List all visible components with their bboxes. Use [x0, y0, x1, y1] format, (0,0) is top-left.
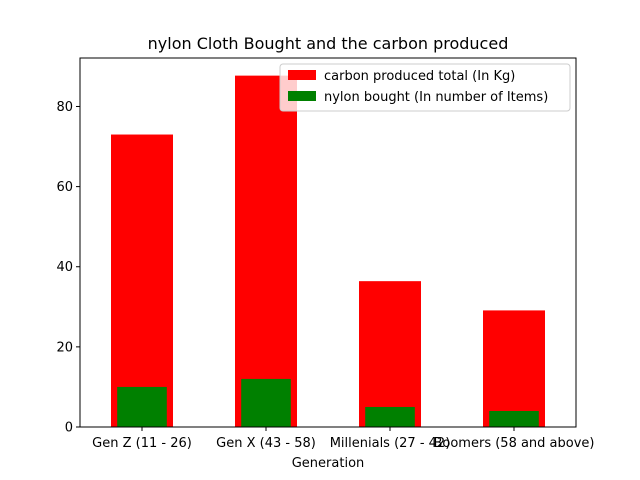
y-tick-label-2: 40	[56, 260, 73, 275]
legend: carbon produced total (In Kg) nylon bough…	[279, 63, 571, 112]
bar-nylon-0	[117, 386, 167, 427]
bar-carbon-3	[483, 310, 545, 427]
legend-label-0: carbon produced total (In Kg)	[324, 69, 515, 84]
plot-frame	[79, 57, 577, 428]
y-tick-label-3: 60	[56, 180, 73, 195]
chart-title: nylon Cloth Bought and the carbon produc…	[148, 34, 509, 53]
x-axis-label: Generation	[292, 456, 365, 471]
legend-swatch-0	[288, 70, 316, 80]
y-tick-label-4: 80	[56, 100, 73, 115]
legend-box	[279, 63, 571, 112]
legend-label-1: nylon bought (In number of Items)	[324, 90, 548, 105]
y-axis: 0 20 40 60 80	[56, 100, 80, 436]
legend-swatch-1	[288, 91, 316, 101]
x-tick-label-0: Gen Z (11 - 26)	[92, 436, 192, 451]
bar-nylon-3	[489, 410, 539, 427]
x-tick-label-3: Boomers (58 and above)	[433, 436, 594, 451]
x-tick-label-2: Millenials (27 - 42)	[330, 436, 451, 451]
bar-carbon-2	[359, 281, 421, 427]
y-tick-label-0: 0	[65, 421, 73, 436]
y-tick-label-1: 20	[56, 340, 73, 355]
bars-group	[111, 75, 545, 428]
x-tick-label-1: Gen X (43 - 58)	[216, 436, 316, 451]
bar-carbon-0	[111, 134, 173, 428]
bar-nylon-1	[241, 378, 291, 427]
bar-nylon-2	[365, 406, 415, 427]
x-axis: Gen Z (11 - 26) Gen X (43 - 58) Millenials…	[92, 427, 595, 451]
bar-carbon-1	[235, 75, 297, 427]
